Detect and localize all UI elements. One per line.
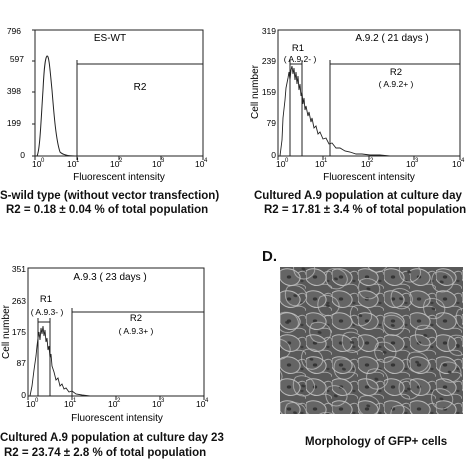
gate-r2-label: R2 <box>390 67 402 78</box>
svg-text:10: 10 <box>152 159 162 169</box>
y-tick: 0 <box>271 150 276 160</box>
y-tick: 175 <box>12 327 26 337</box>
gate-r1-sublabel: ( A.9.2- ) <box>284 54 317 64</box>
caption-top-left-line1: S-wild type (without vector transfection… <box>0 190 220 202</box>
x-tick-marks <box>27 396 205 400</box>
gate-r2 <box>71 308 205 396</box>
svg-text:4: 4 <box>205 398 209 404</box>
svg-text:10: 10 <box>32 159 42 169</box>
gate-r1 <box>289 60 303 156</box>
caption-top-left-line2: R2 = 0.18 ± 0.04 % of total population <box>6 204 209 216</box>
caption-top-right-line2: R2 = 17.81 ± 3.4 % of total population <box>264 204 467 216</box>
y-tick-marks <box>32 29 35 157</box>
histogram-curve <box>29 325 100 397</box>
svg-text:4: 4 <box>461 158 465 164</box>
x-axis-label: Fluorescent intensity <box>71 413 163 424</box>
panel-label: A.9.2 ( 21 days ) <box>355 33 428 44</box>
gate-r1-label: R1 <box>40 294 52 305</box>
svg-text:10: 10 <box>152 399 162 409</box>
svg-text:10: 10 <box>67 159 77 169</box>
caption-bottom-left-line2: R2 = 23.74 ± 2.8 % of total population <box>4 447 207 459</box>
y-tick: 87 <box>17 358 27 368</box>
svg-text:1: 1 <box>76 158 80 164</box>
svg-text:0: 0 <box>35 398 39 404</box>
y-axis-label: Cell number <box>250 64 261 119</box>
svg-text:3: 3 <box>415 158 419 164</box>
y-tick: 239 <box>262 56 276 66</box>
gate-r1-sublabel: ( A.9.3- ) <box>31 307 64 317</box>
cell-morphology-image <box>280 267 463 414</box>
y-tick: 0 <box>20 150 25 160</box>
panel-label: ES-WT <box>94 33 126 44</box>
svg-text:3: 3 <box>161 398 165 404</box>
panel-d-letter: D. <box>262 248 277 265</box>
y-tick: 199 <box>7 118 21 128</box>
svg-text:10: 10 <box>315 159 325 169</box>
x-tick-labels: 10 0 10 1 10 2 10 3 10 4 <box>26 398 209 409</box>
y-tick: 0 <box>21 390 26 400</box>
y-tick: 351 <box>12 264 26 274</box>
gate-r2-sublabel: ( A.9.2+ ) <box>379 79 414 89</box>
x-axis-label: Fluorescent intensity <box>323 172 415 183</box>
svg-text:3: 3 <box>161 158 165 164</box>
histogram-curve <box>36 55 76 157</box>
micrograph-texture <box>280 267 463 414</box>
y-tick: 159 <box>262 87 276 97</box>
x-tick-marks <box>277 156 461 160</box>
svg-text:10: 10 <box>26 399 36 409</box>
x-tick-labels: 10 0 10 1 10 2 10 3 10 4 <box>276 158 465 169</box>
gate-r1-label: R1 <box>292 43 304 54</box>
svg-text:10: 10 <box>108 399 118 409</box>
y-tick: 398 <box>7 86 21 96</box>
svg-text:10: 10 <box>361 159 371 169</box>
plot-frame <box>27 267 205 397</box>
y-tick: 79 <box>267 118 277 128</box>
plot-frame <box>34 29 204 157</box>
svg-text:10: 10 <box>110 159 120 169</box>
gate-r2-label: R2 <box>130 313 142 324</box>
plot-frame <box>277 29 461 157</box>
svg-text:0: 0 <box>285 158 289 164</box>
svg-text:1: 1 <box>73 398 77 404</box>
caption-bottom-left-line1: Cultured A.9 population at culture day 2… <box>0 432 224 444</box>
svg-text:2: 2 <box>117 398 121 404</box>
x-tick-labels: 10 0 10 1 10 2 10 3 10 4 <box>32 158 208 169</box>
y-tick: 597 <box>10 54 24 64</box>
svg-text:10: 10 <box>406 159 416 169</box>
caption-panel-d: Morphology of GFP+ cells <box>305 436 448 448</box>
gate-r2 <box>329 60 461 156</box>
y-tick: 263 <box>12 296 26 306</box>
svg-text:10: 10 <box>452 159 462 169</box>
histogram-curve <box>279 65 391 157</box>
gate-r2-sublabel: ( A.9.3+ ) <box>119 326 154 336</box>
y-tick: 796 <box>7 26 21 36</box>
caption-top-right-line1: Cultured A.9 population at culture day <box>254 190 462 202</box>
panel-label: A.9.3 ( 23 days ) <box>73 272 146 283</box>
svg-text:1: 1 <box>324 158 328 164</box>
x-axis-label: Fluorescent intensity <box>73 172 165 183</box>
x-tick-marks <box>34 156 204 160</box>
gate-r2 <box>76 60 204 156</box>
gate-r2-label: R2 <box>134 82 147 93</box>
svg-text:10: 10 <box>276 159 286 169</box>
svg-text:0: 0 <box>41 158 45 164</box>
y-axis-label: Cell number <box>1 304 12 359</box>
svg-text:4: 4 <box>204 158 208 164</box>
svg-text:2: 2 <box>119 158 123 164</box>
gate-r1 <box>37 318 51 396</box>
svg-text:10: 10 <box>196 399 206 409</box>
svg-text:10: 10 <box>195 159 205 169</box>
svg-text:10: 10 <box>64 399 74 409</box>
svg-text:2: 2 <box>370 158 374 164</box>
y-tick: 319 <box>262 26 276 36</box>
